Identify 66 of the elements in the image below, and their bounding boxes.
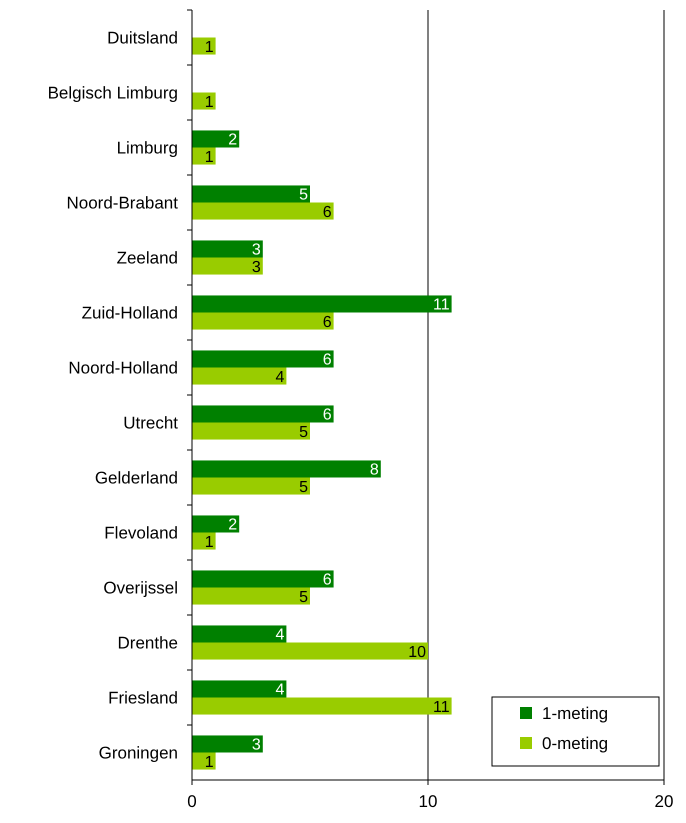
- bar: [192, 460, 381, 478]
- data-label: 6: [322, 572, 332, 589]
- bar: [192, 478, 310, 495]
- data-label: 3: [252, 242, 261, 259]
- y-tick-label: Zuid-Holland: [82, 304, 178, 323]
- data-label: 1: [204, 754, 214, 771]
- data-label: 10: [408, 644, 426, 661]
- data-label: 5: [299, 186, 308, 204]
- data-label: 6: [322, 204, 332, 221]
- bar: [192, 625, 286, 642]
- data-label: 11: [432, 296, 450, 314]
- bar: [192, 698, 452, 715]
- y-tick-label: Gelderland: [94, 468, 178, 488]
- y-tick-label: Utrecht: [123, 414, 178, 433]
- bar: [192, 642, 428, 660]
- bar: [192, 312, 334, 330]
- legend-label: 0-meting: [542, 734, 608, 754]
- bar: [192, 295, 452, 312]
- bar: [192, 588, 310, 605]
- y-tick-label: Overijssel: [103, 578, 178, 598]
- x-tick-label: 0: [187, 792, 197, 811]
- data-label: 1: [204, 534, 214, 551]
- data-label: 4: [275, 682, 284, 699]
- legend-label: 1-meting: [542, 704, 608, 724]
- data-label: 8: [370, 462, 379, 479]
- y-tick-label: Flevoland: [104, 524, 178, 543]
- y-tick-label: Belgisch Limburg: [48, 84, 178, 103]
- bar: [192, 422, 310, 440]
- data-label: 4: [275, 368, 284, 386]
- data-label: 6: [322, 314, 332, 331]
- x-tick-label: 20: [654, 792, 674, 811]
- bar: [192, 258, 263, 275]
- y-tick-label: Groningen: [98, 744, 178, 763]
- data-label: 2: [228, 516, 238, 534]
- data-label: 6: [322, 406, 332, 424]
- data-label: 11: [432, 698, 450, 716]
- bar: [192, 240, 263, 258]
- y-tick-label: Noord-Brabant: [66, 194, 178, 213]
- data-label: 2: [228, 132, 238, 149]
- bar: [192, 515, 240, 532]
- bar: [192, 570, 334, 588]
- data-label: 1: [204, 94, 214, 111]
- y-tick-label: Friesland: [108, 688, 178, 708]
- data-label: 1: [204, 148, 214, 166]
- y-tick-label: Noord-Holland: [68, 358, 178, 378]
- y-tick-label: Drenthe: [118, 634, 178, 653]
- bar: [192, 735, 263, 752]
- data-label: 6: [322, 352, 332, 369]
- x-tick-label: 10: [418, 792, 438, 811]
- data-label: 5: [299, 424, 308, 441]
- bar: [192, 368, 286, 385]
- bar: [192, 202, 334, 220]
- bar: [192, 680, 286, 698]
- data-label: 3: [252, 258, 261, 276]
- data-label: 1: [204, 38, 214, 56]
- bar: [192, 405, 334, 422]
- bar: [192, 350, 334, 368]
- data-label: 3: [252, 736, 261, 754]
- bar: [192, 185, 310, 202]
- data-label: 5: [299, 588, 308, 606]
- y-tick-label: Duitsland: [107, 28, 178, 48]
- y-tick-label: Limburg: [116, 138, 178, 158]
- y-tick-label: Zeeland: [116, 248, 178, 268]
- data-label: 5: [299, 478, 308, 496]
- bar: [192, 130, 240, 148]
- data-label: 4: [275, 626, 284, 644]
